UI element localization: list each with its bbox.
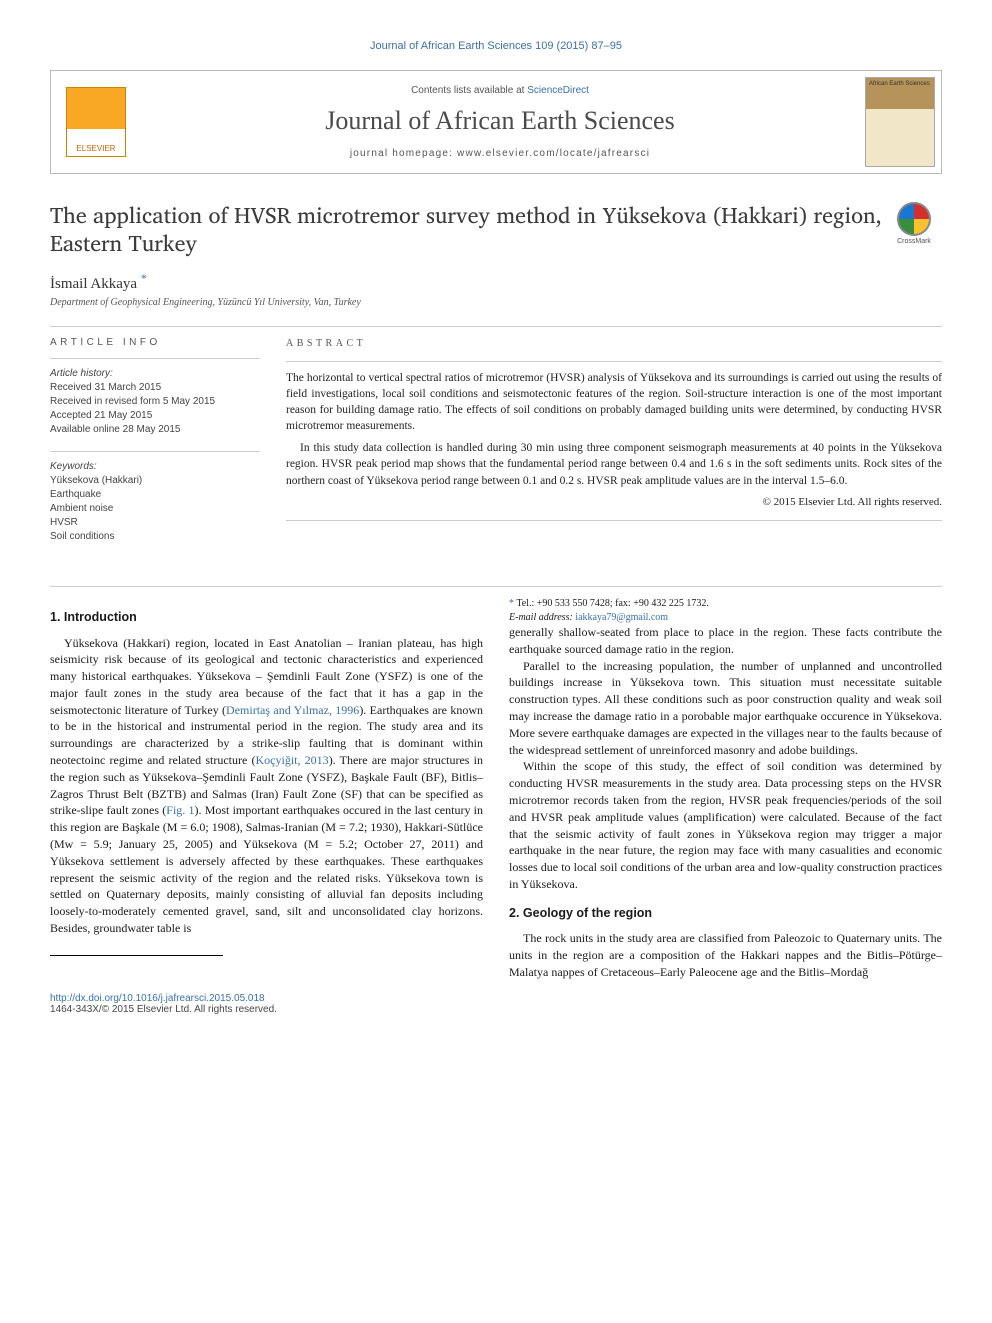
article-history: Article history: Received 31 March 2015 … <box>50 367 260 437</box>
footnote-star: * <box>509 598 514 609</box>
keywords-block: Keywords: Yüksekova (Hakkari) Earthquake… <box>50 460 260 544</box>
cover-label: African Earth Sciences <box>869 81 930 87</box>
corresponding-footnote: * Tel.: +90 533 550 7428; fax: +90 432 2… <box>509 597 942 611</box>
section-1-title: 1. Introduction <box>50 609 483 627</box>
abstract-copyright: © 2015 Elsevier Ltd. All rights reserved… <box>286 495 942 510</box>
keywords-label: Keywords: <box>50 460 260 474</box>
abstract-divider <box>286 361 942 362</box>
keyword: HVSR <box>50 516 260 530</box>
contents-prefix: Contents lists available at <box>411 85 527 96</box>
history-label: Article history: <box>50 367 260 381</box>
journal-cover-thumb[interactable]: African Earth Sciences <box>865 77 935 167</box>
footnotes: * Tel.: +90 533 550 7428; fax: +90 432 2… <box>509 597 942 624</box>
journal-homepage[interactable]: journal homepage: www.elsevier.com/locat… <box>149 148 851 159</box>
section-2-title: 2. Geology of the region <box>509 905 942 923</box>
email-link[interactable]: iakkaya79@gmail.com <box>575 612 668 623</box>
abstract-divider-bottom <box>286 520 942 521</box>
citation-link[interactable]: Koçyiğit, 2013 <box>256 753 329 767</box>
section-1-p1-cont: generally shallow-seated from place to p… <box>509 624 942 658</box>
history-line: Available online 28 May 2015 <box>50 423 260 437</box>
section-1-p1: Yüksekova (Hakkari) region, located in E… <box>50 635 483 937</box>
abstract-col: abstract The horizontal to vertical spec… <box>286 337 942 558</box>
footnote-separator <box>50 955 223 956</box>
cover-cell: African Earth Sciences <box>859 71 941 173</box>
section-2-p1: The rock units in the study area are cla… <box>509 930 942 980</box>
info-divider-2 <box>50 451 260 452</box>
divider-body <box>50 586 942 587</box>
history-line: Received in revised form 5 May 2015 <box>50 395 260 409</box>
journal-title: Journal of African Earth Sciences <box>149 106 851 136</box>
abstract-p2: In this study data collection is handled… <box>286 440 942 488</box>
elsevier-logo-label: ELSEVIER <box>76 144 115 153</box>
abstract-p1: The horizontal to vertical spectral rati… <box>286 370 942 434</box>
info-divider <box>50 358 260 359</box>
divider-top <box>50 326 942 327</box>
doi-link[interactable]: http://dx.doi.org/10.1016/j.jafrearsci.2… <box>50 993 942 1004</box>
figure-link[interactable]: Fig. 1 <box>166 803 194 817</box>
running-head: Journal of African Earth Sciences 109 (2… <box>50 40 942 52</box>
section-1-p2: Parallel to the increasing population, t… <box>509 658 942 759</box>
author-line: İsmail Akkaya * <box>50 271 942 293</box>
keyword: Ambient noise <box>50 502 260 516</box>
body-columns: 1. Introduction Yüksekova (Hakkari) regi… <box>50 597 942 981</box>
masthead: ELSEVIER Contents lists available at Sci… <box>50 70 942 174</box>
keyword: Soil conditions <box>50 530 260 544</box>
publisher-logo-cell: ELSEVIER <box>51 71 141 173</box>
article-info-col: article info Article history: Received 3… <box>50 337 260 558</box>
masthead-center: Contents lists available at ScienceDirec… <box>141 71 859 173</box>
title-row: The application of HVSR microtremor surv… <box>50 202 942 257</box>
corresponding-mark: * <box>141 271 147 285</box>
crossmark-label: CrossMark <box>897 238 931 245</box>
history-line: Received 31 March 2015 <box>50 381 260 395</box>
citation-link[interactable]: Demirtaş and Yılmaz, 1996 <box>226 703 359 717</box>
sciencedirect-link[interactable]: ScienceDirect <box>527 85 589 96</box>
contents-line: Contents lists available at ScienceDirec… <box>149 85 851 96</box>
info-head: article info <box>50 337 260 348</box>
keyword: Yüksekova (Hakkari) <box>50 474 260 488</box>
elsevier-logo[interactable]: ELSEVIER <box>66 87 126 157</box>
email-footnote: E-mail address: iakkaya79@gmail.com <box>509 611 942 625</box>
affiliation: Department of Geophysical Engineering, Y… <box>50 297 942 308</box>
section-1-p3: Within the scope of this study, the effe… <box>509 758 942 892</box>
article-title: The application of HVSR microtremor surv… <box>50 202 886 257</box>
author-name: İsmail Akkaya <box>50 276 137 292</box>
abstract-head: abstract <box>286 337 942 351</box>
keyword: Earthquake <box>50 488 260 502</box>
crossmark-widget[interactable]: CrossMark <box>886 202 942 245</box>
issn-line: 1464-343X/© 2015 Elsevier Ltd. All right… <box>50 1004 942 1015</box>
crossmark-icon <box>897 202 931 236</box>
info-abstract-row: article info Article history: Received 3… <box>50 337 942 558</box>
page: Journal of African Earth Sciences 109 (2… <box>0 0 992 1055</box>
history-line: Accepted 21 May 2015 <box>50 409 260 423</box>
